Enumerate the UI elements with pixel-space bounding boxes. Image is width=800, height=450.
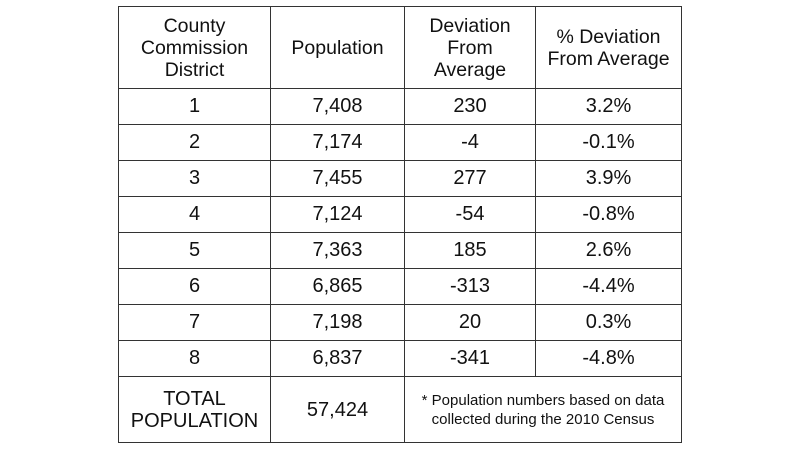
cell-population: 7,455 — [270, 160, 405, 197]
cell-population: 6,865 — [270, 268, 405, 305]
table-row: 7 7,198 20 0.3% — [118, 304, 682, 341]
header-district-line: Commission — [140, 36, 249, 59]
header-pct-deviation: % Deviation From Average — [535, 6, 682, 89]
header-population-line: Population — [291, 36, 384, 59]
header-deviation: Deviation From Average — [404, 6, 536, 89]
district-population-table: County Commission District Population De… — [118, 6, 682, 443]
cell-pct-deviation: 2.6% — [535, 232, 682, 269]
cell-district: 8 — [118, 340, 271, 377]
cell-district: 7 — [118, 304, 271, 341]
cell-district: 5 — [118, 232, 271, 269]
cell-deviation: -4 — [404, 124, 536, 161]
cell-deviation: -54 — [404, 196, 536, 233]
cell-deviation: 277 — [404, 160, 536, 197]
table-row: 1 7,408 230 3.2% — [118, 88, 682, 125]
cell-pct-deviation: 0.3% — [535, 304, 682, 341]
cell-population: 7,198 — [270, 304, 405, 341]
cell-district: 1 — [118, 88, 271, 125]
total-population: 57,424 — [270, 376, 405, 443]
cell-district: 2 — [118, 124, 271, 161]
header-population: Population — [270, 6, 405, 89]
table-row: 5 7,363 185 2.6% — [118, 232, 682, 269]
table-row: 6 6,865 -313 -4.4% — [118, 268, 682, 305]
cell-population: 7,124 — [270, 196, 405, 233]
cell-population: 7,174 — [270, 124, 405, 161]
header-pct-deviation-line: From Average — [547, 47, 670, 70]
header-district-line: County — [163, 14, 226, 37]
cell-population: 7,408 — [270, 88, 405, 125]
total-label-line: POPULATION — [130, 409, 259, 432]
cell-deviation: 20 — [404, 304, 536, 341]
header-district: County Commission District — [118, 6, 271, 89]
table-row: 2 7,174 -4 -0.1% — [118, 124, 682, 161]
header-deviation-line: Deviation — [429, 14, 511, 37]
cell-pct-deviation: 3.9% — [535, 160, 682, 197]
table-row: 3 7,455 277 3.9% — [118, 160, 682, 197]
header-row: County Commission District Population De… — [118, 6, 682, 89]
cell-deviation: -341 — [404, 340, 536, 377]
total-label: TOTAL POPULATION — [118, 376, 271, 443]
header-deviation-line: Average — [433, 58, 507, 81]
cell-population: 7,363 — [270, 232, 405, 269]
census-note-line: collected during the 2010 Census — [431, 410, 655, 428]
cell-pct-deviation: -0.8% — [535, 196, 682, 233]
cell-deviation: -313 — [404, 268, 536, 305]
cell-pct-deviation: -0.1% — [535, 124, 682, 161]
total-label-line: TOTAL — [163, 387, 226, 410]
cell-district: 4 — [118, 196, 271, 233]
header-pct-deviation-line: % Deviation — [556, 25, 661, 48]
cell-district: 6 — [118, 268, 271, 305]
cell-deviation: 185 — [404, 232, 536, 269]
cell-population: 6,837 — [270, 340, 405, 377]
cell-deviation: 230 — [404, 88, 536, 125]
census-note: * Population numbers based on data colle… — [404, 376, 682, 443]
cell-pct-deviation: -4.4% — [535, 268, 682, 305]
total-row: TOTAL POPULATION 57,424 * Population num… — [118, 376, 682, 443]
header-deviation-line: From — [447, 36, 493, 59]
cell-pct-deviation: -4.8% — [535, 340, 682, 377]
table-row: 8 6,837 -341 -4.8% — [118, 340, 682, 377]
cell-pct-deviation: 3.2% — [535, 88, 682, 125]
table-row: 4 7,124 -54 -0.8% — [118, 196, 682, 233]
census-note-line: * Population numbers based on data — [421, 391, 665, 409]
header-district-line: District — [164, 58, 225, 81]
cell-district: 3 — [118, 160, 271, 197]
